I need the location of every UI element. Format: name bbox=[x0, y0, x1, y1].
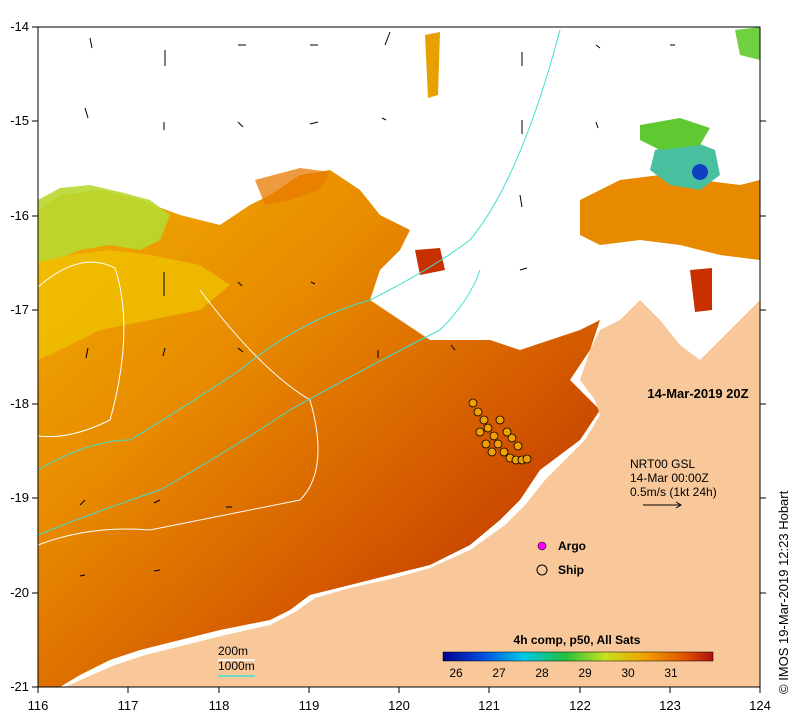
y-tick-label: -15 bbox=[10, 113, 29, 128]
x-tick-label: 120 bbox=[388, 698, 410, 713]
x-tick-label: 117 bbox=[118, 698, 139, 713]
sst-east-patch bbox=[415, 248, 445, 275]
colorbar-tick: 26 bbox=[449, 666, 463, 680]
credit-text: © IMOS 19-Mar-2019 12:23 Hobart bbox=[776, 490, 791, 694]
y-tick-label: -18 bbox=[10, 396, 29, 411]
sst-ne-patch bbox=[580, 175, 760, 260]
map-date-title: 14-Mar-2019 20Z bbox=[647, 386, 748, 401]
argo-label: Argo bbox=[558, 539, 586, 553]
colorbar bbox=[442, 651, 714, 662]
y-tick-label: -14 bbox=[10, 19, 29, 34]
x-tick-label: 116 bbox=[28, 698, 49, 713]
contour-1000m bbox=[37, 29, 561, 471]
ship-marker bbox=[536, 564, 548, 576]
x-tick-label: 124 bbox=[749, 698, 771, 713]
y-tick-label: -17 bbox=[10, 302, 29, 317]
sst-warm-strip bbox=[255, 168, 330, 205]
colorbar-tick: 29 bbox=[578, 666, 592, 680]
sst-cool-patch bbox=[38, 185, 170, 262]
colorbar-tick: 27 bbox=[492, 666, 506, 680]
sst-cold-spot bbox=[692, 164, 708, 180]
argo-marker bbox=[537, 541, 547, 551]
depth-label-1000: 1000m bbox=[218, 659, 255, 673]
ship-track bbox=[468, 398, 532, 465]
colorbar-title: 4h comp, p50, All Sats bbox=[514, 633, 641, 647]
current-vectors bbox=[79, 31, 675, 577]
depth-label-200: 200m bbox=[218, 644, 248, 658]
colorbar-tick: 30 bbox=[621, 666, 635, 680]
sst-ne-green bbox=[640, 118, 710, 150]
ship-label: Ship bbox=[558, 563, 584, 577]
sst-cool-patch-2 bbox=[38, 250, 230, 360]
x-tick-label: 118 bbox=[209, 698, 230, 713]
sst-island-patch bbox=[690, 268, 712, 312]
contour-200m bbox=[37, 261, 125, 438]
contour-1000m-2 bbox=[37, 269, 481, 536]
tick-marks bbox=[32, 26, 766, 693]
current-scale: 0.5m/s (1kt 24h) bbox=[630, 485, 717, 499]
scale-arrow bbox=[643, 501, 682, 509]
current-source: NRT00 GSL bbox=[630, 457, 695, 471]
sst-nw-strip bbox=[425, 32, 440, 98]
land bbox=[65, 300, 760, 687]
y-tick-label: -16 bbox=[10, 208, 29, 223]
x-tick-label: 122 bbox=[569, 698, 591, 713]
contour-200m-3 bbox=[442, 29, 551, 191]
colorbar-tick: 28 bbox=[535, 666, 549, 680]
x-tick-label: 121 bbox=[478, 698, 500, 713]
y-tick-label: -21 bbox=[10, 679, 29, 694]
y-tick-label: -20 bbox=[10, 585, 29, 600]
sst-ne-corner bbox=[735, 27, 760, 60]
contour-200m-2 bbox=[37, 289, 319, 546]
x-tick-label: 119 bbox=[299, 698, 320, 713]
current-time: 14-Mar 00:00Z bbox=[630, 471, 709, 485]
y-tick-label: -19 bbox=[10, 490, 29, 505]
x-tick-label: 123 bbox=[659, 698, 681, 713]
colorbar-tick: 31 bbox=[664, 666, 678, 680]
